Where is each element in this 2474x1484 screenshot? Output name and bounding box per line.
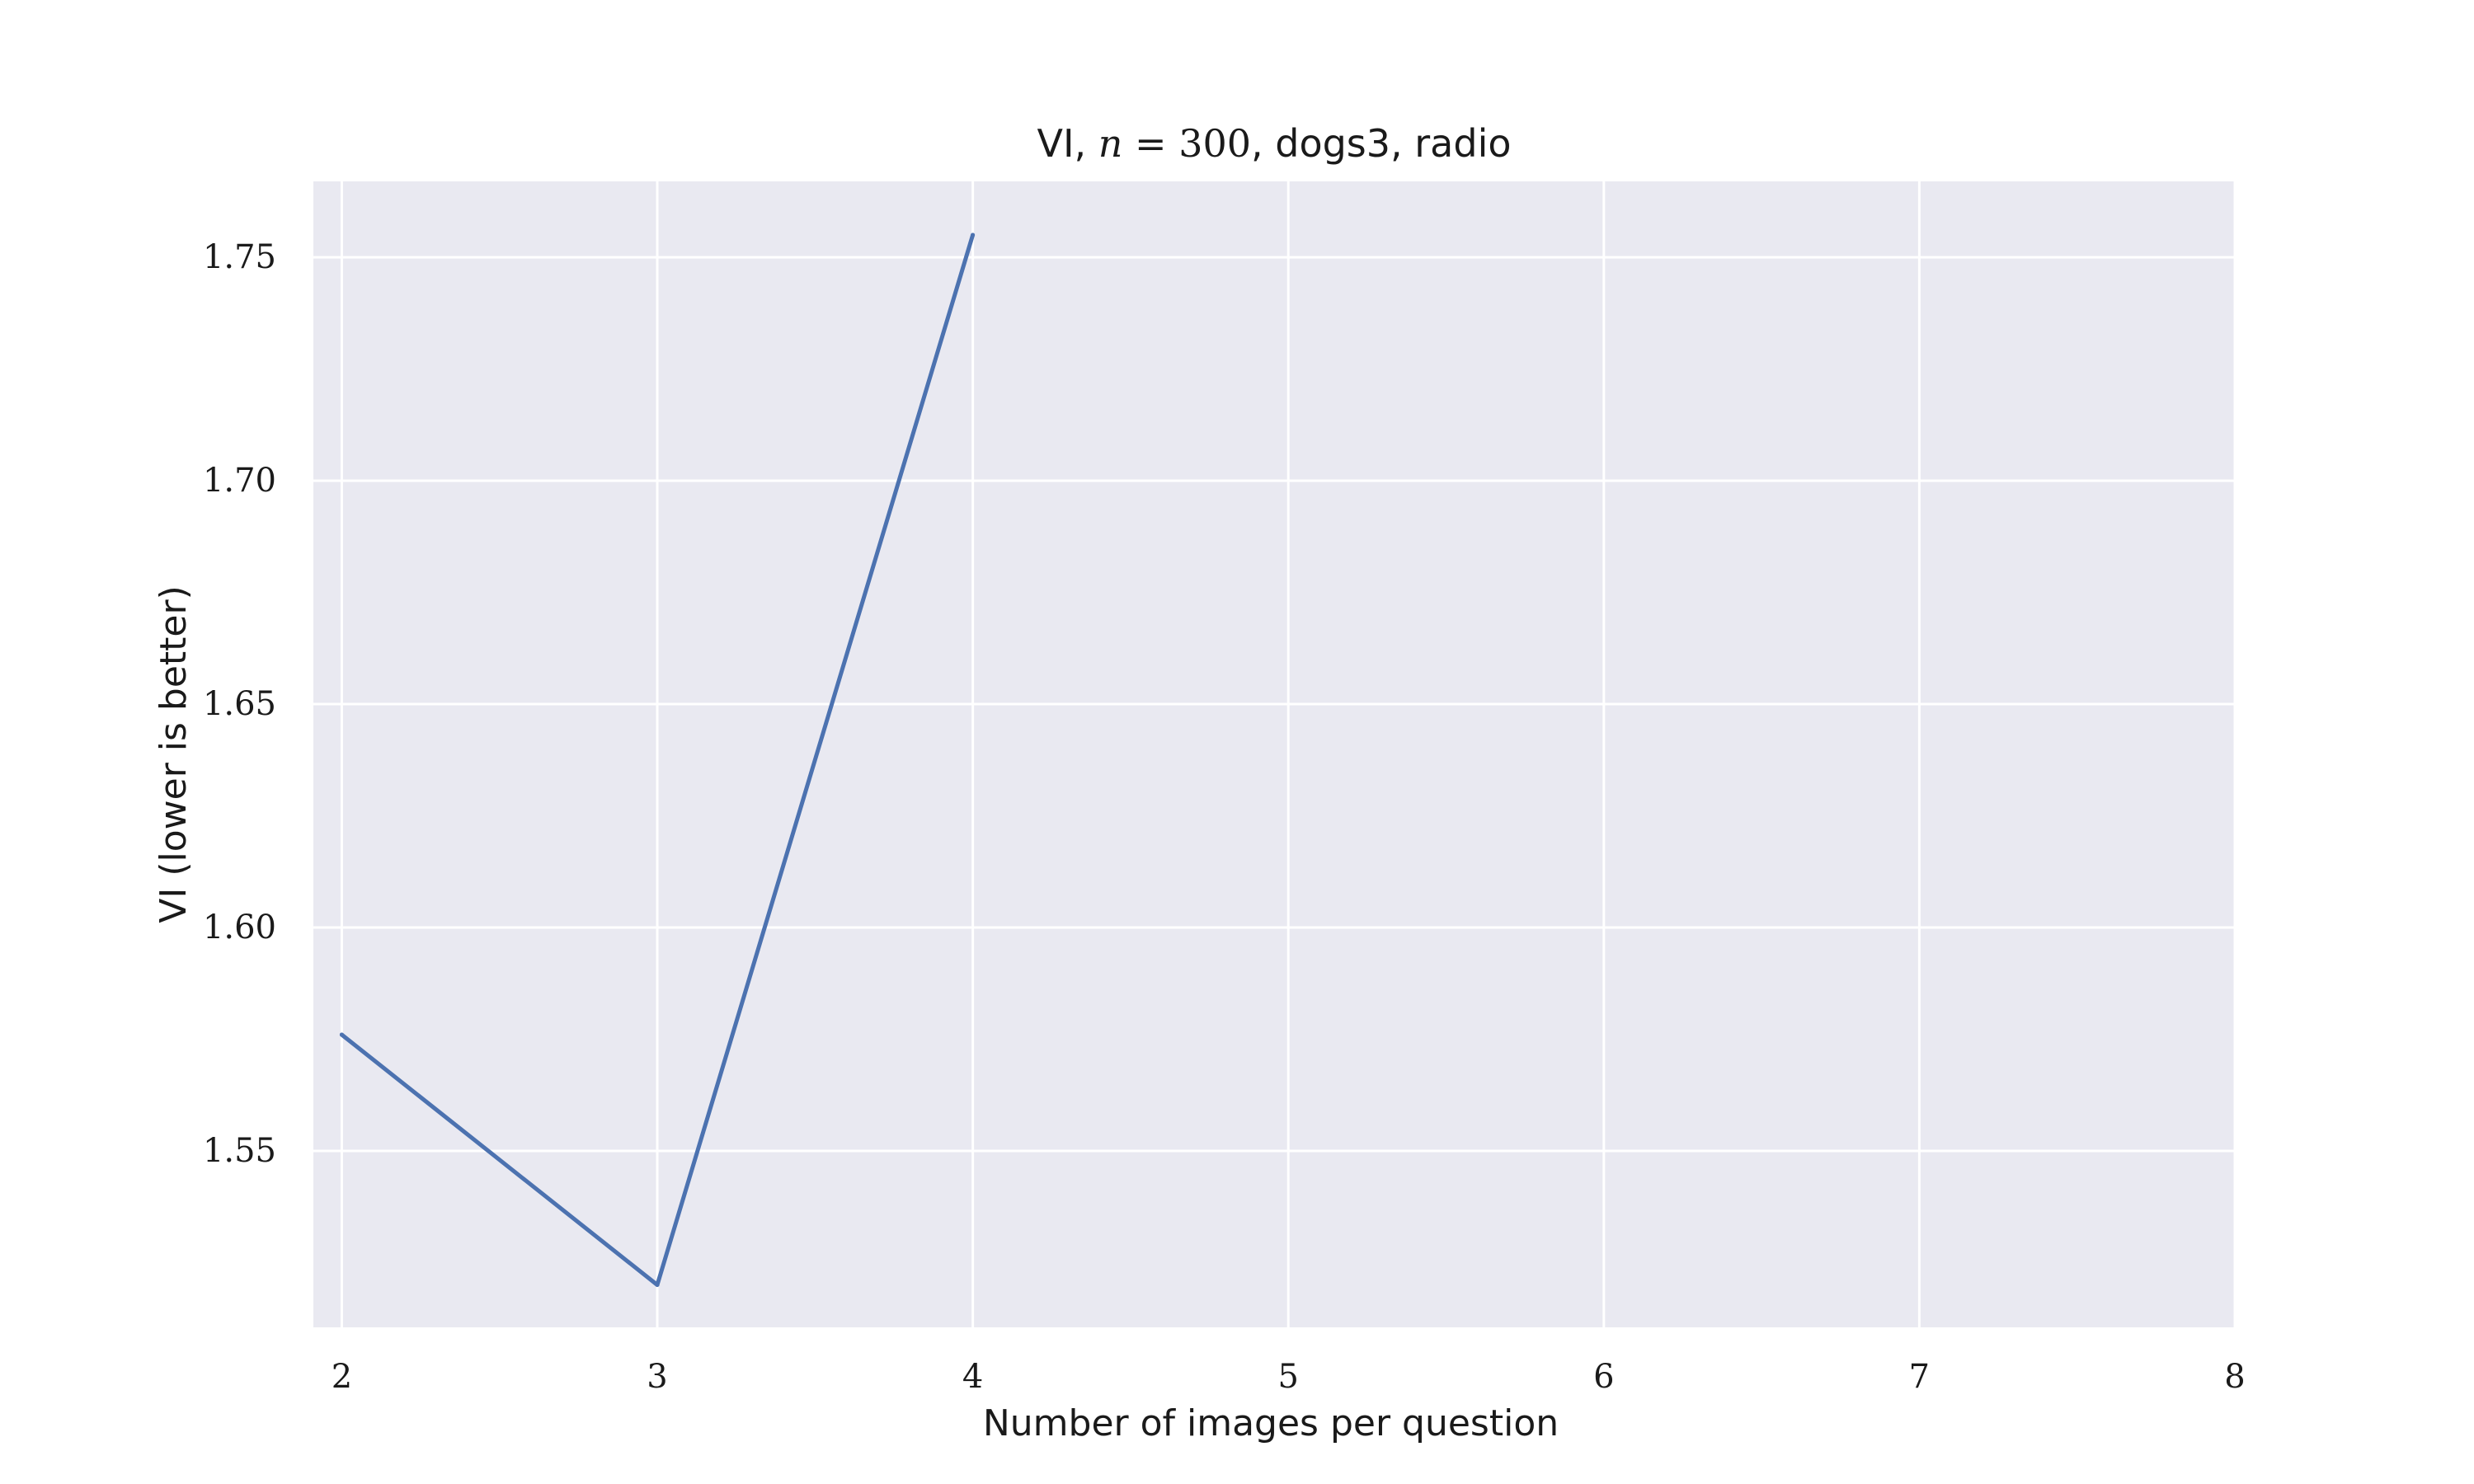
y-tick-label: 1.70 — [203, 462, 276, 500]
chart-title-equals: = 300 — [1122, 121, 1251, 166]
x-tick-label: 7 — [1909, 1358, 1930, 1396]
chart-title-suffix: , dogs3, radio — [1251, 121, 1512, 166]
x-tick-label: 2 — [332, 1358, 352, 1396]
y-tick-label: 1.55 — [203, 1132, 276, 1170]
y-tick-label: 1.75 — [203, 238, 276, 276]
chart-title-variable: n — [1098, 121, 1123, 166]
x-tick-label: 8 — [2224, 1358, 2245, 1396]
y-tick-labels: 1.55 1.60 1.65 1.70 1.75 — [203, 238, 276, 1170]
x-tick-label: 4 — [962, 1358, 983, 1396]
data-point — [971, 232, 976, 237]
x-gridlines — [340, 181, 2236, 1327]
x-axis-label: Number of images per question — [983, 1402, 1559, 1444]
y-tick-label: 1.65 — [203, 685, 276, 723]
x-tick-labels: 2 3 4 5 6 7 8 — [332, 1358, 2246, 1396]
data-point — [655, 1283, 660, 1288]
chart-title: VI, n = 300, dogs3, radio — [1037, 121, 1511, 166]
series-layer — [339, 232, 976, 1288]
x-tick-label: 6 — [1593, 1358, 1614, 1396]
y-tick-label: 1.60 — [203, 909, 276, 946]
plot-area — [313, 181, 2235, 1327]
y-gridlines — [313, 256, 2235, 1153]
chart-title-prefix: VI, — [1037, 121, 1098, 166]
x-tick-label: 5 — [1277, 1358, 1298, 1396]
y-axis-label: VI (lower is better) — [153, 585, 195, 923]
data-point — [339, 1032, 344, 1037]
x-tick-label: 3 — [647, 1358, 667, 1396]
